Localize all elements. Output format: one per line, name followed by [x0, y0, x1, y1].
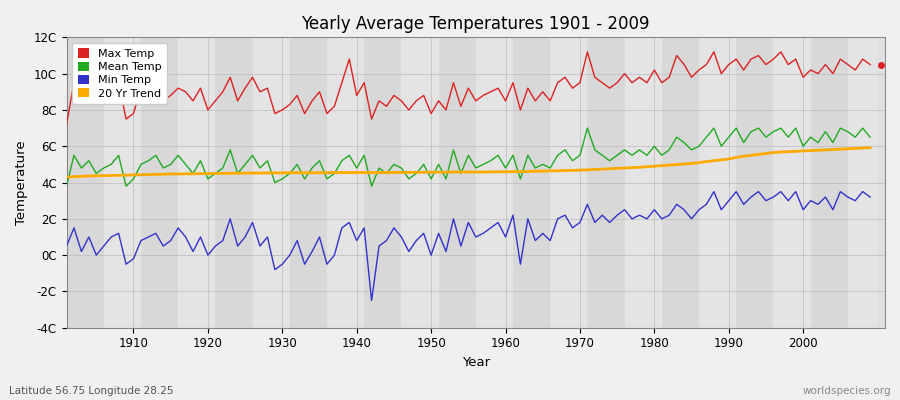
Bar [438, 37, 476, 328]
Bar [513, 37, 550, 328]
Bar [327, 37, 364, 328]
Title: Yearly Average Temperatures 1901 - 2009: Yearly Average Temperatures 1901 - 2009 [302, 15, 650, 33]
Text: Latitude 56.75 Longitude 28.25: Latitude 56.75 Longitude 28.25 [9, 386, 174, 396]
Bar [104, 37, 141, 328]
Bar [364, 37, 401, 328]
Bar [141, 37, 178, 328]
Bar [699, 37, 736, 328]
Bar [662, 37, 699, 328]
Bar [736, 37, 773, 328]
X-axis label: Year: Year [462, 356, 490, 369]
Bar [550, 37, 588, 328]
Y-axis label: Temperature: Temperature [15, 140, 28, 225]
Bar [588, 37, 625, 328]
Bar [773, 37, 811, 328]
Bar [215, 37, 253, 328]
Legend: Max Temp, Mean Temp, Min Temp, 20 Yr Trend: Max Temp, Mean Temp, Min Temp, 20 Yr Tre… [72, 43, 166, 104]
Bar [811, 37, 848, 328]
Bar [401, 37, 438, 328]
Bar [253, 37, 290, 328]
Bar [178, 37, 215, 328]
Text: worldspecies.org: worldspecies.org [803, 386, 891, 396]
Bar [290, 37, 327, 328]
Bar [67, 37, 104, 328]
Bar [848, 37, 878, 328]
Bar [476, 37, 513, 328]
Bar [625, 37, 662, 328]
